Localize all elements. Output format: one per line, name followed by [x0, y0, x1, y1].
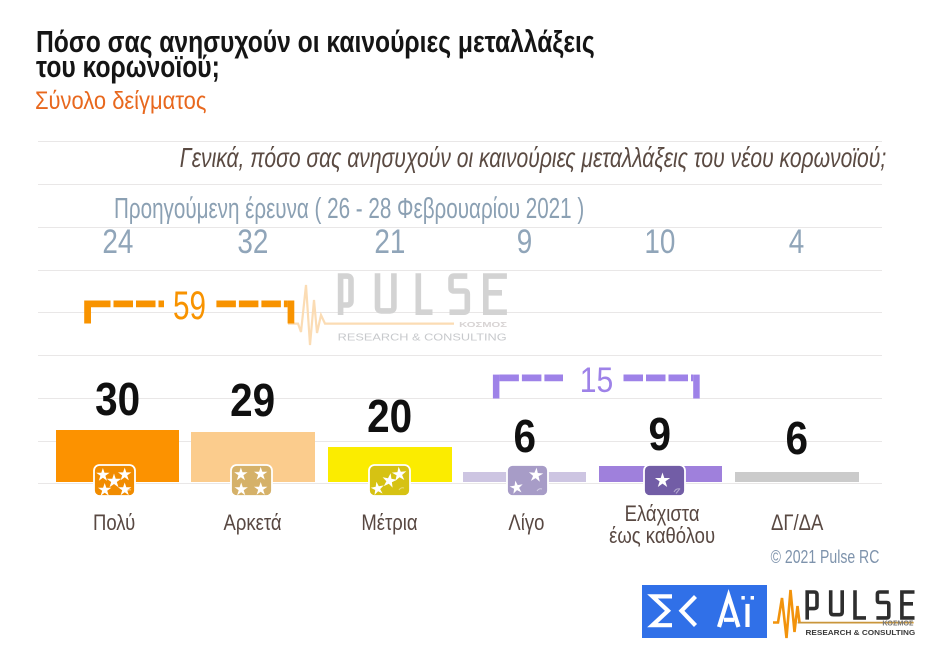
- svg-text:59: 59: [173, 286, 206, 328]
- svg-text:RESEARCH & CONSULTING: RESEARCH & CONSULTING: [338, 332, 507, 343]
- svg-text:RESEARCH & CONSULTING: RESEARCH & CONSULTING: [806, 628, 916, 637]
- svg-text:ΚΟΣΜΟΣ: ΚΟΣΜΟΣ: [882, 619, 913, 628]
- svg-text:ΚΟΣΜΟΣ: ΚΟΣΜΟΣ: [459, 320, 508, 329]
- svg-text:15: 15: [580, 361, 614, 400]
